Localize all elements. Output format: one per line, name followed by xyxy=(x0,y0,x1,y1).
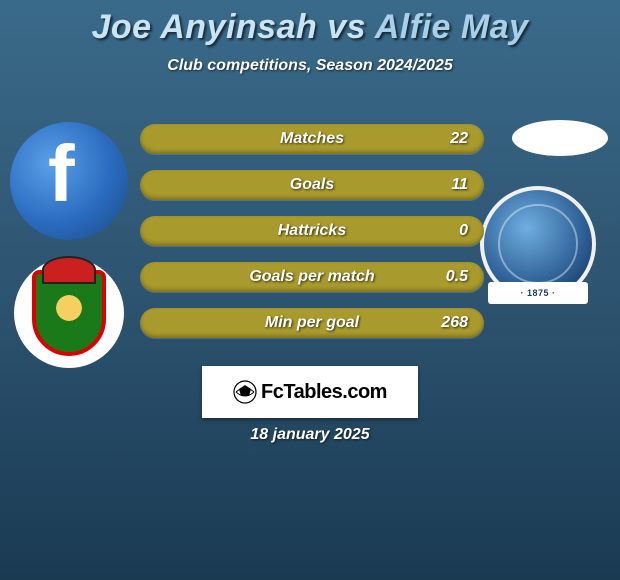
player2-club-crest: · 1875 · xyxy=(472,178,604,310)
subtitle: Club competitions, Season 2024/2025 xyxy=(0,57,620,75)
stat-bar: Hattricks0 xyxy=(140,216,484,246)
stat-bar-value: 0 xyxy=(459,222,468,240)
stat-bar-label: Goals xyxy=(140,176,484,194)
stat-bar-label: Hattricks xyxy=(140,222,484,240)
stat-bar-label: Matches xyxy=(140,130,484,148)
player2-avatar xyxy=(512,120,608,156)
page-title: Joe Anyinsah vs Alfie May xyxy=(0,0,620,47)
stat-bar-label: Goals per match xyxy=(140,268,484,286)
facebook-f-icon: f xyxy=(48,128,75,220)
stat-bar: Min per goal268 xyxy=(140,308,484,338)
title-player2: Alfie May xyxy=(375,8,529,46)
stat-bar-value: 22 xyxy=(450,130,468,148)
fctables-brand: FcTables.com xyxy=(202,366,418,418)
stat-bar-value: 268 xyxy=(441,314,468,332)
title-vs: vs xyxy=(327,8,366,46)
stat-bar-value: 0.5 xyxy=(446,268,468,286)
stat-bar-label: Min per goal xyxy=(140,314,484,332)
stats-bars: Matches22 Goals11 Hattricks0 Goals per matc… xyxy=(140,124,484,354)
player1-club-crest xyxy=(14,258,124,368)
title-player1: Joe Anyinsah xyxy=(91,8,317,46)
shield-icon xyxy=(32,270,106,356)
stat-bar: Goals per match0.5 xyxy=(140,262,484,292)
date-text: 18 january 2025 xyxy=(0,426,620,444)
fctables-ball-icon xyxy=(233,380,257,404)
stat-bar: Goals11 xyxy=(140,170,484,200)
fctables-text: FcTables.com xyxy=(261,381,387,404)
stat-bar-value: 11 xyxy=(451,176,468,194)
club-year-ribbon: · 1875 · xyxy=(488,282,588,304)
stat-bar: Matches22 xyxy=(140,124,484,154)
globe-icon: · 1875 · xyxy=(480,186,596,302)
player1-avatar: f xyxy=(10,122,128,240)
